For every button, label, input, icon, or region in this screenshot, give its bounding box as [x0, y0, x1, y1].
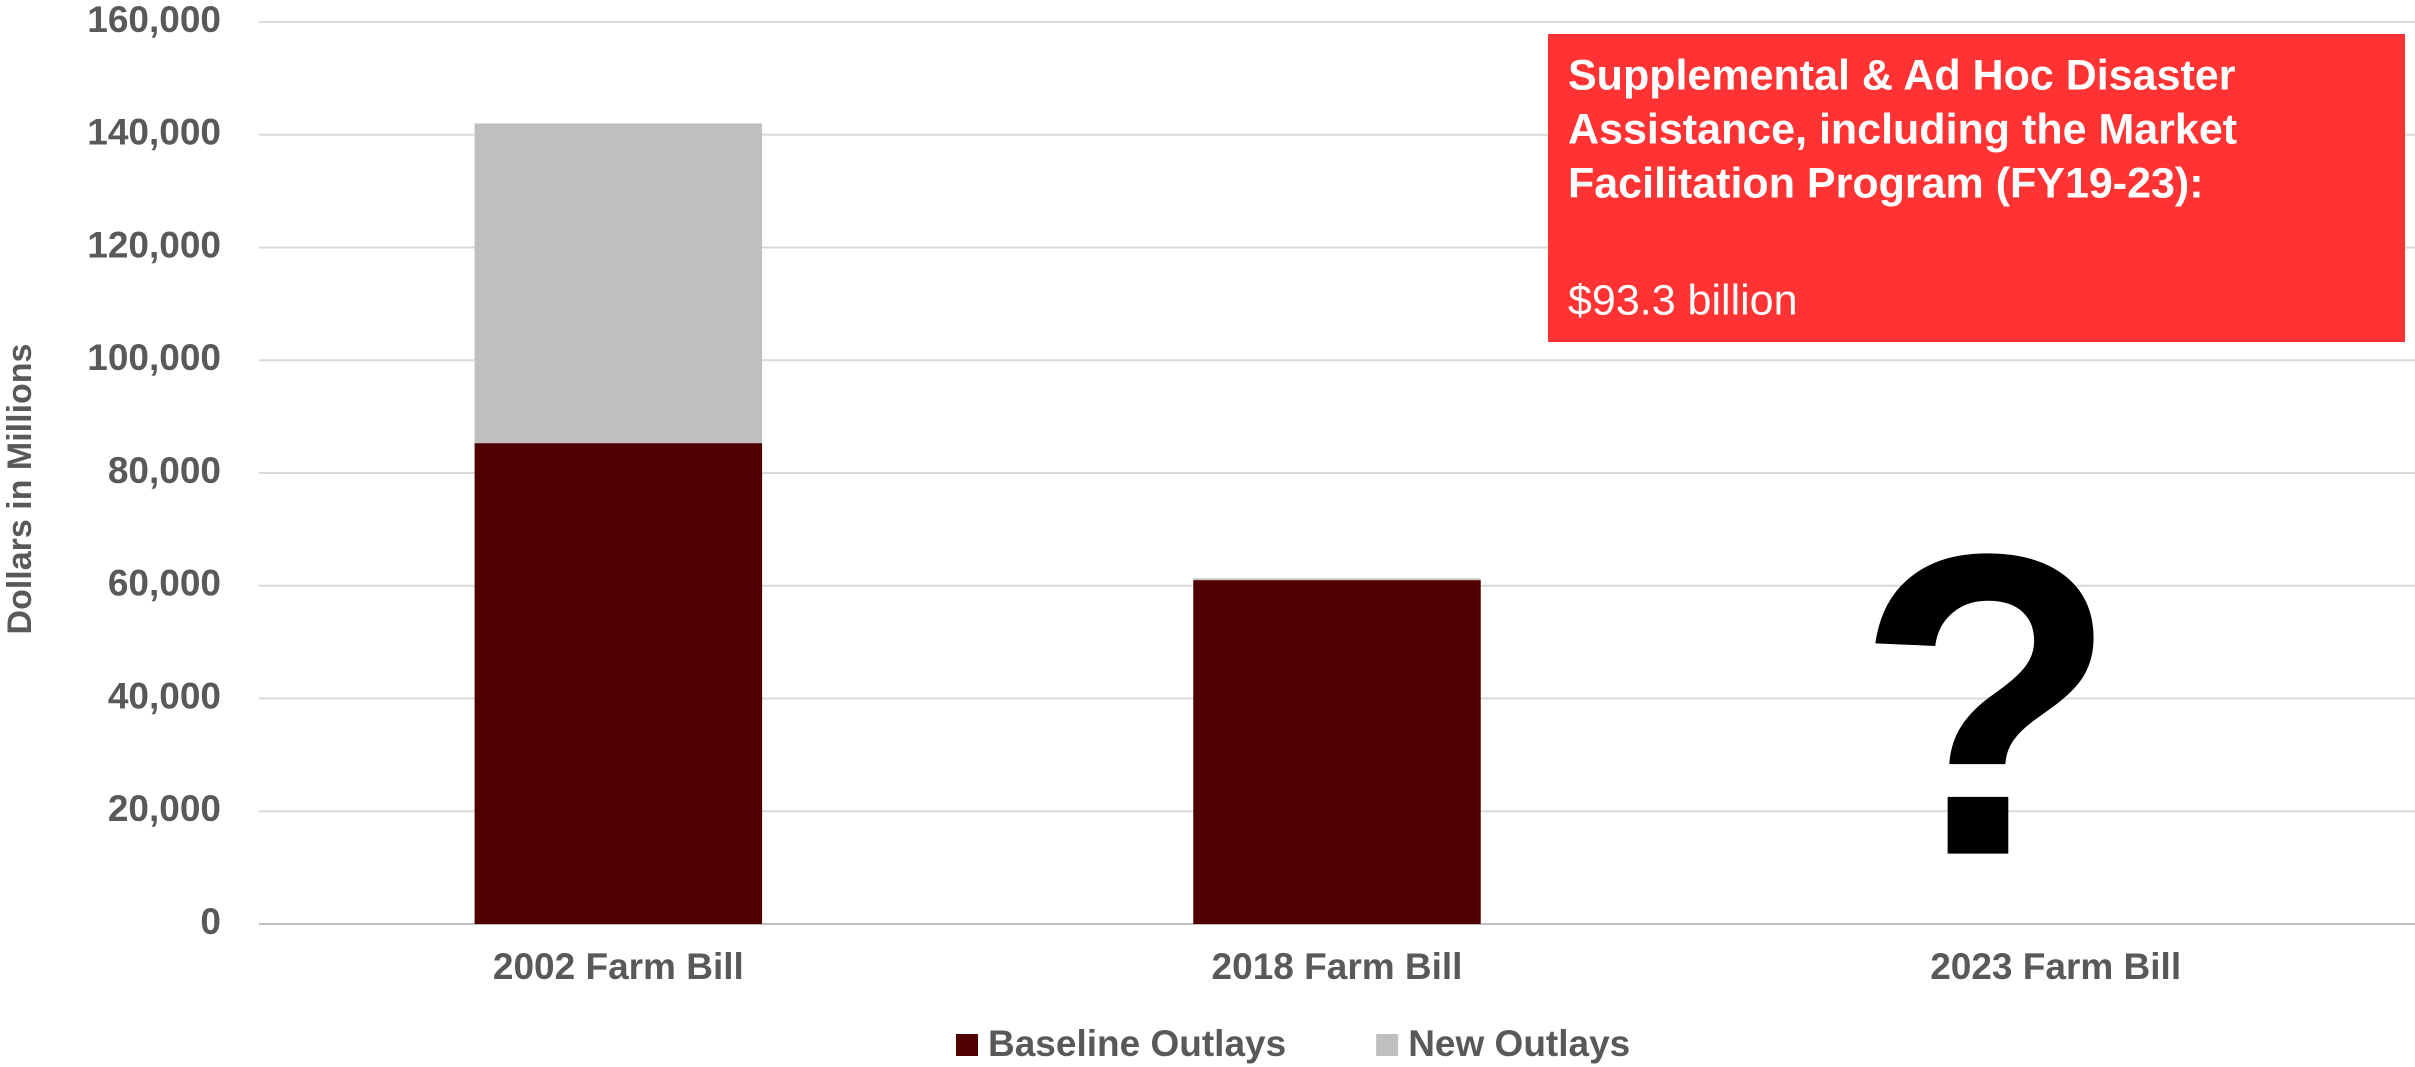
y-tick-label: 120,000	[87, 224, 221, 265]
y-tick-label: 160,000	[87, 0, 221, 40]
bar-segment	[1193, 578, 1481, 581]
bar-segment	[474, 443, 763, 924]
y-tick-label: 0	[200, 901, 221, 942]
y-tick-label: 140,000	[87, 112, 221, 153]
annotation-amount: $93.3 billion	[1568, 276, 1798, 324]
question-mark: ?	[1856, 466, 2119, 946]
annotation-text: Facilitation Program (FY19-23):	[1568, 159, 2204, 207]
legend-swatch	[1376, 1034, 1399, 1056]
y-tick-label: 40,000	[108, 675, 221, 716]
annotation-text: Supplemental & Ad Hoc Disaster	[1568, 51, 2236, 99]
legend-swatch	[956, 1034, 978, 1056]
bar-segment	[1193, 580, 1481, 924]
x-tick-label: 2018 Farm Bill	[1212, 946, 1463, 987]
y-tick-label: 60,000	[108, 563, 221, 604]
y-axis-title: Dollars in Millions	[1, 344, 39, 635]
y-tick-label: 100,000	[87, 337, 221, 378]
legend-label: Baseline Outlays	[988, 1023, 1286, 1064]
x-tick-label: 2023 Farm Bill	[1930, 946, 2181, 987]
x-tick-label: 2002 Farm Bill	[493, 946, 744, 987]
annotation-box	[1548, 34, 2405, 342]
y-tick-label: 80,000	[108, 450, 221, 491]
bar-segment	[474, 123, 763, 444]
annotation-text: Assistance, including the Market	[1568, 105, 2237, 153]
legend-label: New Outlays	[1408, 1023, 1630, 1064]
y-tick-label: 20,000	[108, 788, 221, 829]
